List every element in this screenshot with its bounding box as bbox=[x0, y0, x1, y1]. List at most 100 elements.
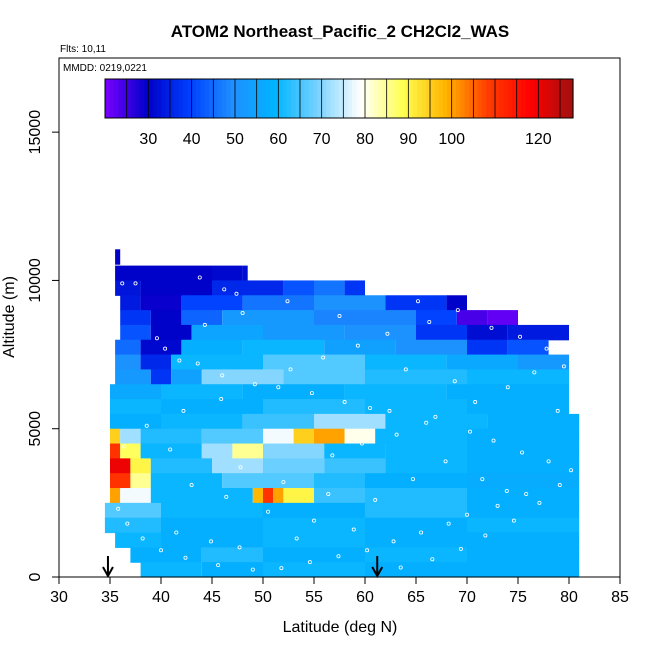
heatmap-cell bbox=[140, 443, 202, 459]
heatmap-cell bbox=[263, 443, 325, 459]
heatmap-cell bbox=[120, 310, 151, 326]
colorbar-swatch bbox=[503, 79, 509, 118]
colorbar-swatch bbox=[516, 79, 522, 118]
heatmap-cell bbox=[222, 310, 314, 326]
heatmap-cell bbox=[365, 517, 467, 534]
heatmap-cell bbox=[201, 443, 233, 459]
colorbar-swatch bbox=[391, 79, 396, 118]
sample-marker bbox=[511, 518, 516, 523]
sample-marker bbox=[163, 346, 168, 351]
colorbar-swatch bbox=[222, 79, 227, 118]
sample-marker bbox=[276, 385, 281, 390]
colorbar-tick-label: 120 bbox=[525, 131, 552, 148]
sample-marker bbox=[373, 497, 378, 502]
heatmap-cell bbox=[365, 399, 467, 415]
heatmap-cell bbox=[140, 339, 182, 356]
heatmap-cell bbox=[110, 488, 121, 504]
heatmap-cell bbox=[314, 295, 386, 311]
colorbar-swatch bbox=[542, 79, 548, 118]
heatmap-cell bbox=[467, 532, 580, 548]
colorbar-swatch bbox=[529, 79, 535, 118]
colorbar-swatch bbox=[551, 79, 557, 118]
sample-marker bbox=[504, 488, 509, 493]
heatmap-cell bbox=[171, 369, 202, 385]
sample-marker bbox=[144, 423, 149, 428]
sample-marker bbox=[237, 545, 242, 550]
colorbar-swatch bbox=[555, 79, 561, 118]
colorbar-swatch bbox=[187, 79, 193, 118]
colorbar-swatch bbox=[256, 79, 262, 118]
heatmap-cell bbox=[110, 428, 121, 445]
sample-marker bbox=[446, 521, 451, 526]
sample-marker bbox=[168, 447, 173, 452]
sample-marker bbox=[455, 308, 460, 313]
sample-marker bbox=[480, 477, 485, 482]
colorbar-swatch bbox=[274, 79, 279, 118]
heatmap-cell bbox=[115, 249, 121, 265]
heatmap-cell bbox=[293, 428, 314, 445]
sample-marker bbox=[330, 453, 335, 458]
colorbar-swatch bbox=[282, 79, 288, 118]
sample-marker bbox=[158, 548, 163, 553]
heatmap-cell bbox=[104, 502, 161, 519]
sample-marker bbox=[216, 563, 221, 568]
colorbar-tick-label: 40 bbox=[183, 131, 201, 148]
sample-marker bbox=[133, 281, 138, 286]
colorbar-swatch bbox=[425, 79, 431, 118]
colorbar-swatch bbox=[196, 79, 201, 118]
sample-marker bbox=[189, 483, 194, 488]
colorbar-swatch bbox=[464, 79, 470, 118]
colorbar-swatch bbox=[538, 79, 544, 118]
heatmap-cell bbox=[110, 473, 131, 489]
colorbar-swatch bbox=[209, 79, 214, 118]
heatmap-cell bbox=[150, 310, 182, 326]
heatmap-cell bbox=[242, 413, 314, 430]
heatmap-cell bbox=[201, 428, 263, 445]
heatmap-cell bbox=[263, 488, 274, 504]
colorbar-swatch bbox=[213, 79, 219, 118]
sample-marker bbox=[520, 450, 525, 455]
sample-marker bbox=[495, 503, 500, 508]
arrow-head bbox=[371, 566, 384, 579]
sample-marker bbox=[385, 331, 390, 336]
heatmap-cell bbox=[263, 324, 345, 341]
sample-marker bbox=[288, 367, 293, 372]
colorbar-swatch bbox=[373, 79, 379, 118]
sample-marker bbox=[505, 385, 510, 390]
heatmap-bands bbox=[104, 249, 580, 578]
colorbar-swatch bbox=[534, 79, 539, 118]
x-tick-label: 50 bbox=[254, 589, 272, 606]
sample-marker bbox=[489, 325, 494, 330]
sample-marker bbox=[524, 491, 529, 496]
colorbar-swatch bbox=[443, 79, 448, 118]
colorbar-swatch bbox=[473, 79, 479, 118]
sample-marker bbox=[342, 400, 347, 405]
heatmap-cell bbox=[263, 532, 365, 548]
sample-marker bbox=[419, 530, 424, 535]
heatmap-cell bbox=[115, 369, 151, 385]
heatmap-cell bbox=[365, 488, 467, 504]
heatmap-cell bbox=[161, 399, 263, 415]
sample-marker bbox=[321, 355, 326, 360]
heatmap-cell bbox=[263, 547, 365, 563]
colorbar-swatch bbox=[330, 79, 336, 118]
colorbar-swatch bbox=[174, 79, 180, 118]
sample-marker bbox=[208, 539, 213, 544]
heatmap-cell bbox=[467, 488, 580, 504]
heatmap-cell bbox=[467, 324, 508, 341]
sample-marker bbox=[433, 414, 438, 419]
sample-marker bbox=[416, 299, 421, 304]
heatmap-cell bbox=[263, 562, 365, 578]
colorbar-swatch bbox=[109, 79, 115, 118]
sample-marker bbox=[403, 367, 408, 372]
heatmap-cell bbox=[110, 443, 121, 459]
sample-marker bbox=[365, 548, 370, 553]
heatmap-cell bbox=[150, 369, 172, 385]
heatmap-cell bbox=[365, 532, 467, 548]
colorbar-swatch bbox=[239, 79, 245, 118]
sample-marker bbox=[424, 420, 429, 425]
sample-marker bbox=[281, 480, 286, 485]
sample-marker bbox=[222, 287, 227, 292]
heatmap-cell bbox=[242, 384, 345, 400]
sample-marker bbox=[518, 334, 523, 339]
